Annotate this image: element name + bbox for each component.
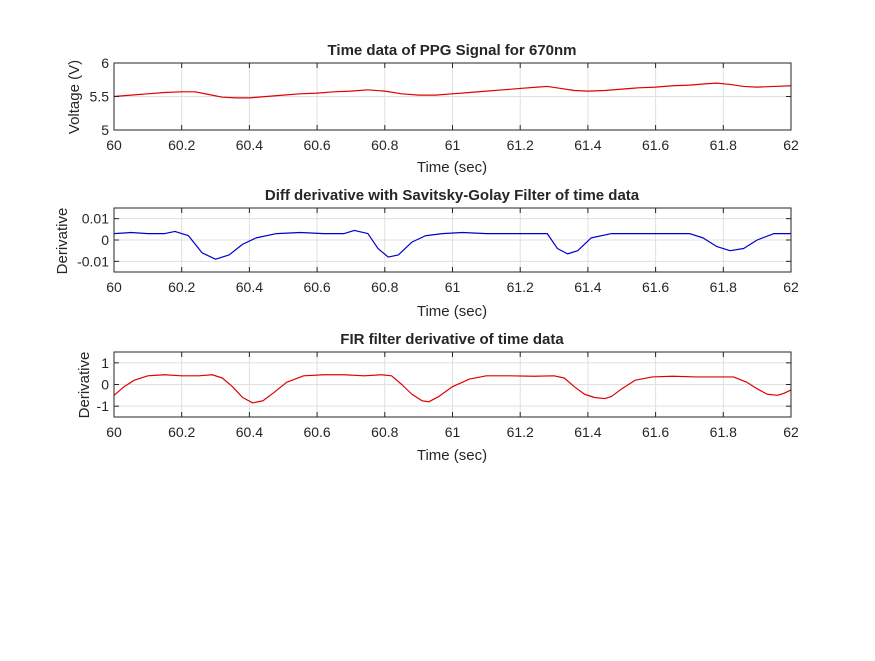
- x-tick-label: 60: [106, 137, 122, 153]
- x-tick-label: 60.6: [303, 137, 330, 153]
- y-tick-label: -0.01: [77, 253, 109, 269]
- x-tick-label: 61.4: [574, 137, 601, 153]
- x-tick-label: 60.6: [303, 424, 330, 440]
- series-line: [113, 229, 791, 260]
- plot-title: Time data of PPG Signal for 670nm: [328, 42, 577, 59]
- subplot-savitsky-golay-derivative: Diff derivative with Savitsky-Golay Filt…: [54, 187, 799, 320]
- plot-title: Diff derivative with Savitsky-Golay Filt…: [265, 187, 640, 204]
- x-tick-label: 60.4: [236, 424, 263, 440]
- x-tick-label: 60: [106, 424, 122, 440]
- y-tick-label: 1: [101, 355, 109, 371]
- y-tick-label: -1: [97, 398, 110, 414]
- x-tick-label: 62: [783, 424, 799, 440]
- x-tick-label: 61.8: [710, 137, 737, 153]
- x-tick-label: 61.6: [642, 424, 669, 440]
- plot-title: FIR filter derivative of time data: [340, 331, 564, 348]
- series-line: [113, 82, 792, 99]
- x-tick-label: 60.8: [371, 424, 398, 440]
- x-tick-label: 61.2: [507, 279, 534, 295]
- y-axis-label: Derivative: [76, 352, 93, 419]
- x-tick-label: 60.4: [236, 137, 263, 153]
- x-tick-label: 60.8: [371, 137, 398, 153]
- x-tick-label: 61.4: [574, 279, 601, 295]
- x-tick-label: 60.6: [303, 279, 330, 295]
- x-tick-label: 61.6: [642, 137, 669, 153]
- x-tick-label: 61.2: [507, 137, 534, 153]
- x-tick-label: 62: [783, 137, 799, 153]
- x-tick-label: 61: [445, 424, 461, 440]
- y-axis-label: Derivative: [54, 208, 71, 275]
- x-tick-label: 61.8: [710, 279, 737, 295]
- x-tick-label: 61.4: [574, 424, 601, 440]
- y-tick-label: 0.01: [82, 211, 109, 227]
- x-tick-label: 61: [445, 137, 461, 153]
- y-axis-label: Voltage (V): [66, 60, 83, 134]
- x-tick-label: 61: [445, 279, 461, 295]
- x-tick-label: 60.2: [168, 137, 195, 153]
- y-tick-label: 6: [101, 55, 109, 71]
- x-tick-label: 60.8: [371, 279, 398, 295]
- y-tick-label: 0: [101, 232, 109, 248]
- subplot-ppg-signal: Time data of PPG Signal for 670nm Time (…: [66, 42, 799, 176]
- x-tick-label: 60.2: [168, 424, 195, 440]
- series-line: [113, 374, 792, 404]
- y-tick-label: 5: [101, 122, 109, 138]
- x-tick-label: 60.2: [168, 279, 195, 295]
- y-tick-label: 0: [101, 377, 109, 393]
- x-tick-label: 61.6: [642, 279, 669, 295]
- x-tick-label: 60: [106, 279, 122, 295]
- x-tick-label: 61.2: [507, 424, 534, 440]
- y-tick-label: 5.5: [90, 89, 110, 105]
- x-tick-label: 61.8: [710, 424, 737, 440]
- x-tick-label: 60.4: [236, 279, 263, 295]
- subplot-fir-derivative: FIR filter derivative of time data Time …: [76, 331, 799, 464]
- x-tick-label: 62: [783, 279, 799, 295]
- x-axis-label: Time (sec): [417, 159, 487, 176]
- x-axis-label: Time (sec): [417, 303, 487, 320]
- x-axis-label: Time (sec): [417, 447, 487, 464]
